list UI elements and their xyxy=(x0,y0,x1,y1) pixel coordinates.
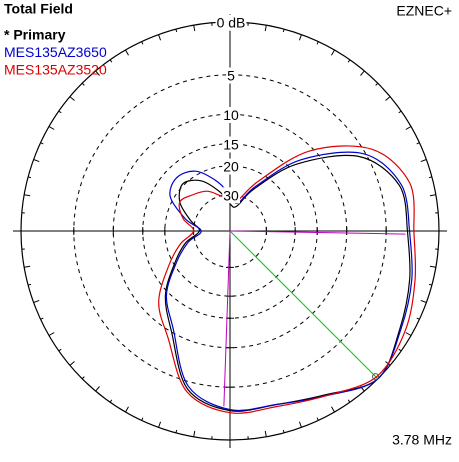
degree-tick xyxy=(27,176,32,179)
degree-tick xyxy=(298,34,302,41)
degree-tick xyxy=(331,406,335,413)
r-tick-label: 20 xyxy=(223,159,239,175)
degree-tick xyxy=(264,430,267,437)
half-power-line xyxy=(229,230,406,235)
legend-entry: MES135AZ3650 xyxy=(4,44,107,60)
degree-tick xyxy=(109,399,113,403)
degree-tick xyxy=(405,126,412,130)
cursor-marker xyxy=(372,373,380,381)
degree-tick xyxy=(360,70,365,76)
degree-tick xyxy=(125,49,129,56)
half-power-line xyxy=(223,230,231,407)
degree-tick xyxy=(316,417,319,421)
degree-tick xyxy=(375,82,379,86)
degree-tick xyxy=(33,159,40,163)
pattern-trace xyxy=(158,145,417,414)
degree-tick xyxy=(95,386,100,392)
degree-tick xyxy=(385,96,391,101)
degree-tick xyxy=(24,194,31,197)
degree-tick xyxy=(429,194,436,197)
degree-tick xyxy=(48,126,55,130)
degree-tick xyxy=(420,299,427,303)
degree-tick xyxy=(24,265,31,268)
degree-tick xyxy=(193,25,196,32)
degree-tick xyxy=(282,28,285,33)
degree-tick xyxy=(429,265,436,268)
degree-tick xyxy=(48,332,55,336)
degree-tick xyxy=(125,406,129,413)
degree-tick xyxy=(193,430,196,437)
degree-tick xyxy=(40,317,44,320)
label-background xyxy=(222,136,240,153)
r-tick-label: 15 xyxy=(223,136,239,152)
r-tick-label: 10 xyxy=(223,107,239,123)
label-background xyxy=(222,106,240,123)
label-background xyxy=(215,14,247,31)
program-name: EZNEC+ xyxy=(396,3,452,19)
degree-tick xyxy=(347,59,351,63)
degree-tick xyxy=(420,159,427,163)
degree-tick xyxy=(158,34,162,41)
degree-tick xyxy=(95,70,100,76)
degree-tick xyxy=(428,176,433,179)
legend-entry: MES135AZ3520 xyxy=(4,62,107,78)
frequency: 3.78 MHz xyxy=(392,432,452,448)
degree-tick xyxy=(264,25,267,32)
degree-tick xyxy=(398,110,402,114)
degree-tick xyxy=(141,41,144,45)
label-background xyxy=(222,187,240,204)
degree-tick xyxy=(416,142,420,145)
chart-title: Total Field xyxy=(4,1,73,17)
label-background xyxy=(226,67,237,84)
degree-tick xyxy=(331,49,335,56)
degree-tick xyxy=(298,421,302,428)
degree-tick xyxy=(428,283,433,286)
degree-tick xyxy=(40,142,44,145)
degree-tick xyxy=(58,110,62,114)
degree-tick xyxy=(175,429,178,434)
degree-tick xyxy=(81,82,85,86)
degree-tick xyxy=(175,28,178,33)
label-background xyxy=(222,158,240,175)
legend-entry: * Primary xyxy=(4,27,66,43)
degree-tick xyxy=(398,348,402,352)
r-tick-label: 5 xyxy=(227,68,235,84)
degree-tick xyxy=(158,421,162,428)
degree-tick xyxy=(347,399,351,403)
pattern-trace xyxy=(164,154,411,412)
degree-tick xyxy=(316,41,319,45)
degree-tick xyxy=(109,59,113,63)
degree-tick xyxy=(69,361,75,366)
degree-tick xyxy=(27,283,32,286)
degree-tick xyxy=(141,417,144,421)
degree-tick xyxy=(69,96,75,101)
degree-tick xyxy=(33,299,40,303)
degree-tick xyxy=(416,317,420,320)
degree-tick xyxy=(405,332,412,336)
r-tick-label: 30 xyxy=(223,187,239,203)
traces xyxy=(158,145,417,414)
r-tick-label: 0 dB xyxy=(217,15,246,31)
cursor-line xyxy=(229,230,379,380)
degree-tick xyxy=(282,429,285,434)
degree-tick xyxy=(58,348,62,352)
degree-tick xyxy=(81,376,85,380)
